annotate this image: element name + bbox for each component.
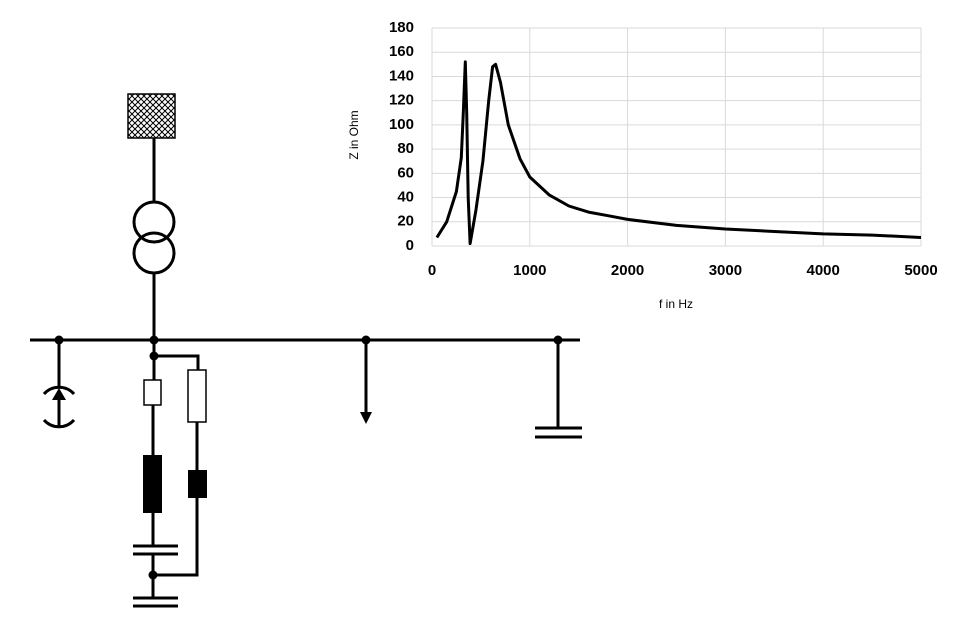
y-tick-label: 20 (397, 213, 414, 230)
y-tick-label: 40 (397, 189, 414, 206)
transformer-winding (132, 200, 176, 244)
y-tick-label: 120 (389, 92, 414, 109)
y-tick-label: 80 (397, 140, 414, 157)
x-tick-label: 4000 (807, 262, 840, 279)
y-tick-label: 180 (389, 19, 414, 36)
y-tick-label: 160 (389, 43, 414, 60)
impedance-line (435, 60, 922, 246)
x-tick-label: 5000 (904, 262, 937, 279)
y-tick-label: 0 (406, 237, 414, 254)
resistor (187, 369, 207, 423)
grid (431, 27, 922, 247)
inductor (143, 455, 162, 513)
y-axis-title: Z in Ohm (347, 110, 361, 159)
source-arrowhead (52, 388, 66, 400)
transformer-winding (132, 231, 176, 275)
resistor (143, 379, 162, 406)
x-tick-label: 0 (428, 262, 436, 279)
x-tick-label: 3000 (709, 262, 742, 279)
inductor (188, 470, 207, 498)
y-tick-label: 100 (389, 116, 414, 133)
x-axis-title: f in Hz (659, 297, 693, 311)
y-tick-label: 60 (397, 164, 414, 181)
network-grid (127, 93, 176, 139)
circuit-diagram (30, 93, 582, 608)
y-tick-label: 140 (389, 67, 414, 84)
x-tick-label: 2000 (611, 262, 644, 279)
wire (154, 354, 200, 370)
load-arrow (360, 412, 372, 424)
impedance-chart: f in Hz Z in Ohm 0 20 40 60 80 100 120 140 160 18… (347, 19, 938, 311)
x-tick-label: 1000 (513, 262, 546, 279)
wire (153, 498, 199, 577)
